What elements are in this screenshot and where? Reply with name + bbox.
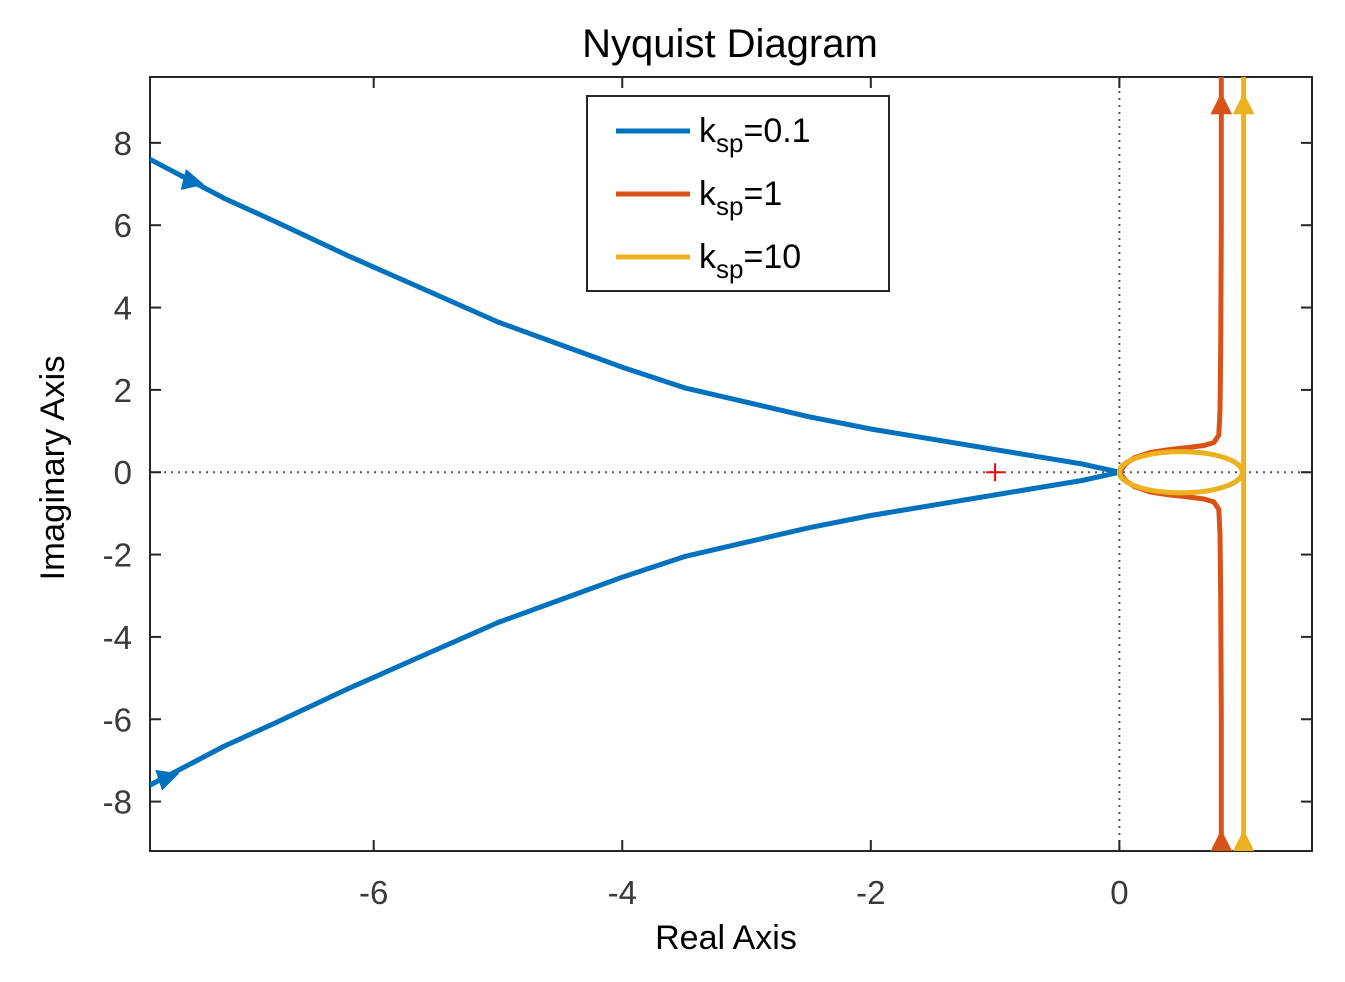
chart-title: Nyquist Diagram — [582, 22, 878, 66]
series-1-arrow-2 — [155, 769, 180, 791]
y-tick-label: 8 — [114, 125, 132, 162]
y-axis-label: Imaginary Axis — [34, 356, 72, 581]
series-2-arrow-1 — [1210, 92, 1233, 115]
legend-label-2: ksp=1 — [699, 175, 782, 221]
series-layer — [150, 77, 1255, 851]
y-tick-label: 4 — [114, 290, 132, 327]
series-1-arrow-1 — [180, 168, 205, 190]
series-2-arrow-2 — [1210, 829, 1232, 851]
series-clip-group — [150, 77, 1255, 851]
legend-label-3: ksp=10 — [699, 238, 801, 284]
reference-lines — [150, 77, 1312, 851]
x-tick-label: -4 — [608, 874, 637, 911]
y-tick-label: -4 — [103, 619, 132, 656]
axis-ticks: -6 -4 -2 0 -8 -6 -4 -2 0 2 4 6 8 — [103, 77, 1312, 911]
series-3-arrow-2 — [1232, 829, 1255, 851]
y-tick-label: 2 — [114, 372, 132, 409]
legend-label-1: ksp=0.1 — [699, 112, 811, 158]
y-tick-label: -8 — [103, 784, 132, 821]
series-1-lower-branch — [150, 469, 1122, 788]
y-tick-label: 6 — [114, 207, 132, 244]
y-tick-label: -2 — [103, 537, 132, 574]
legend: ksp=0.1 ksp=1 ksp=10 — [586, 95, 890, 292]
y-tick-label: 0 — [114, 454, 132, 491]
x-tick-label: -2 — [856, 874, 885, 911]
x-tick-label: 0 — [1110, 874, 1128, 911]
series-3-arrow-1 — [1232, 92, 1255, 115]
x-axis-label: Real Axis — [655, 919, 797, 957]
x-tick-label: -6 — [359, 874, 388, 911]
critical-point-marker — [986, 463, 1005, 482]
series-1-upper-branch — [150, 156, 1122, 475]
y-tick-label: -6 — [103, 701, 132, 738]
